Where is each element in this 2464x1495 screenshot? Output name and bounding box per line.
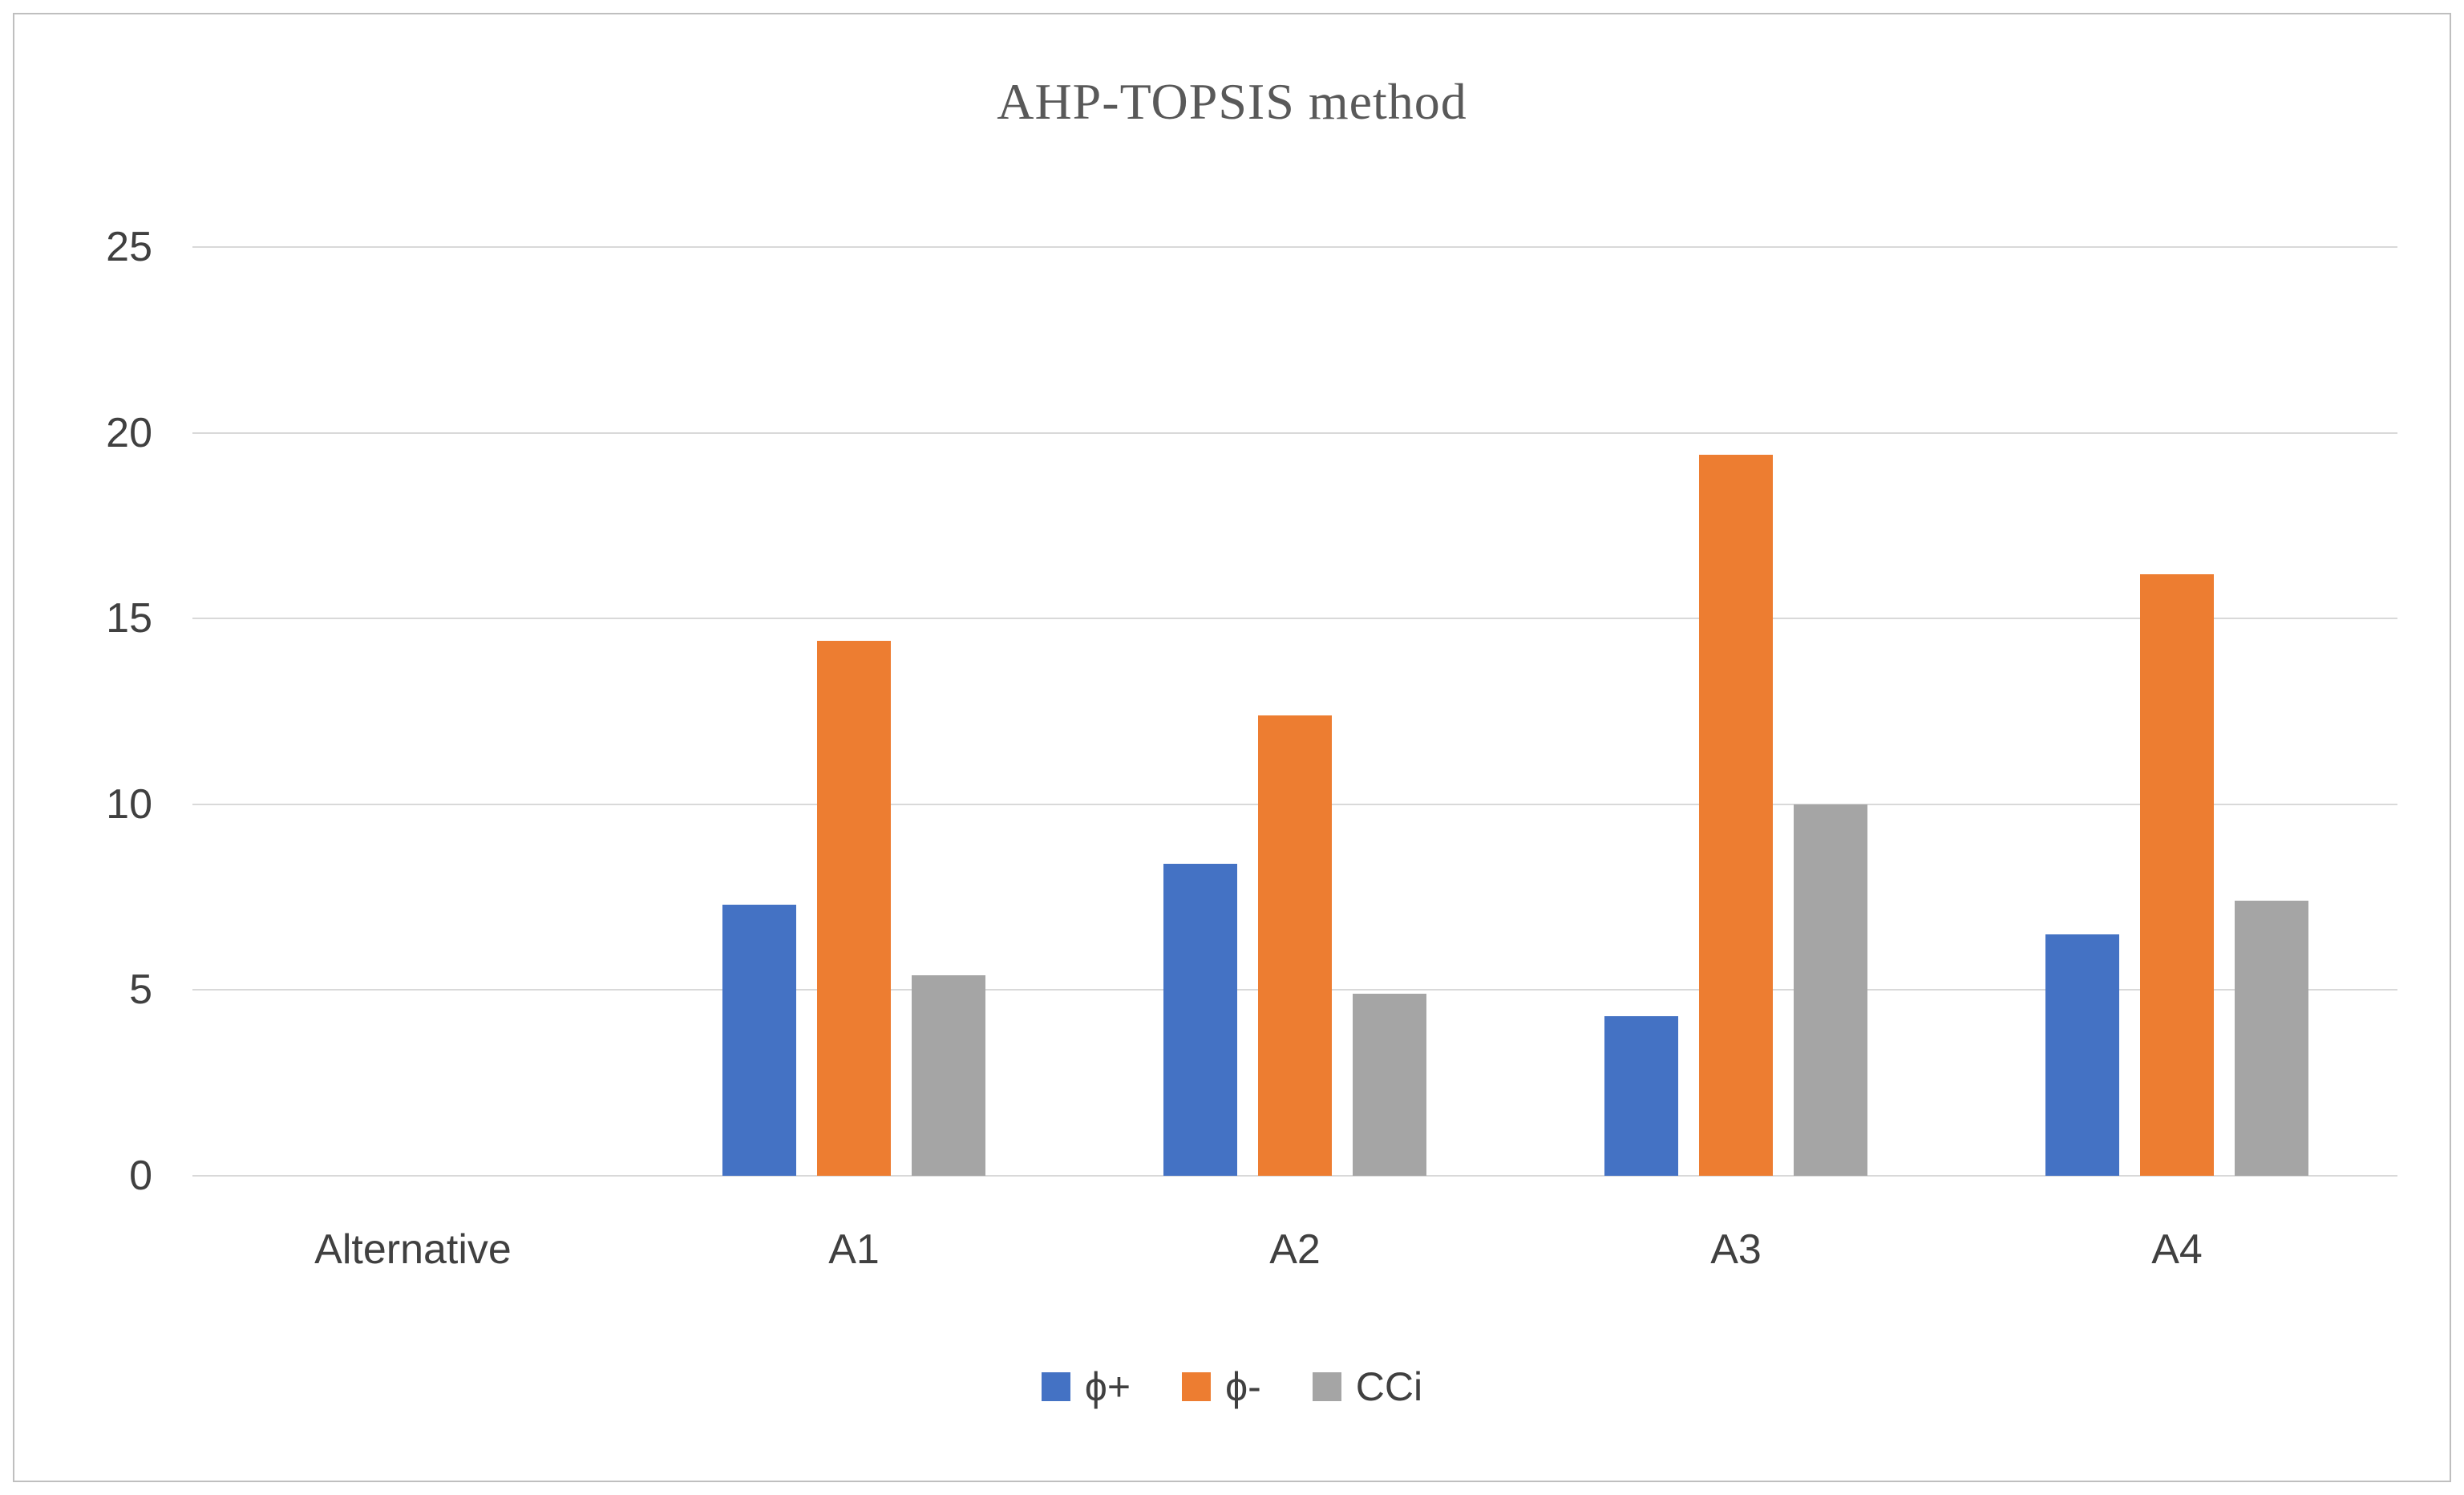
bar-groups xyxy=(192,247,2397,1176)
x-axis: Alternative A1 A2 A3 A4 xyxy=(192,1226,2397,1274)
bar-group-A1 xyxy=(633,247,1074,1176)
legend-label: CCi xyxy=(1355,1364,1423,1409)
legend-swatch-icon xyxy=(1182,1372,1212,1401)
y-axis-tick-label: 20 xyxy=(106,409,152,456)
x-axis-category-label-Alternative: Alternative xyxy=(314,1226,512,1273)
bar-ϕ+-A2 xyxy=(1163,863,1237,1176)
legend-item-ϕ+: ϕ+ xyxy=(1041,1363,1131,1410)
plot-area xyxy=(192,246,2397,1177)
x-axis-category-label-A3: A3 xyxy=(1710,1226,1762,1273)
legend-swatch-icon xyxy=(1041,1372,1070,1401)
legend-swatch-icon xyxy=(1312,1372,1341,1401)
bar-ϕ--A3 xyxy=(1699,455,1773,1176)
legend-label: ϕ+ xyxy=(1084,1364,1131,1409)
legend-label: ϕ- xyxy=(1225,1364,1261,1409)
bar-ϕ+-A3 xyxy=(1604,1015,1678,1176)
bar-CCi-A3 xyxy=(1794,804,1867,1176)
gridline-0 xyxy=(192,1175,2397,1177)
bar-group-A2 xyxy=(1074,247,1515,1176)
bar-group-Alternative xyxy=(192,247,633,1176)
y-axis-tick-label: 5 xyxy=(129,966,152,1014)
bar-group-A3 xyxy=(1515,247,1956,1176)
x-axis-category-label-A4: A4 xyxy=(2151,1226,2203,1273)
y-axis-tick-label: 10 xyxy=(106,780,152,828)
legend-item-ϕ-: ϕ- xyxy=(1182,1363,1261,1410)
gridline-15 xyxy=(192,618,2397,620)
bar-CCi-A4 xyxy=(2235,901,2308,1176)
gridline-25 xyxy=(192,246,2397,248)
gridline-20 xyxy=(192,431,2397,434)
bar-ϕ--A4 xyxy=(2140,573,2214,1176)
bar-ϕ+-A4 xyxy=(2045,934,2119,1176)
y-axis: 0 5 10 15 20 25 xyxy=(32,226,152,1197)
x-axis-category-label-A2: A2 xyxy=(1269,1226,1321,1273)
bar-ϕ--A2 xyxy=(1258,715,1332,1176)
x-axis-category-label-A1: A1 xyxy=(828,1226,880,1273)
bar-CCi-A2 xyxy=(1353,994,1426,1176)
chart-title: AHP-TOPSIS method xyxy=(997,73,1467,130)
legend-item-CCi: CCi xyxy=(1312,1363,1423,1410)
bar-CCi-A1 xyxy=(912,974,985,1176)
y-axis-tick-label: 15 xyxy=(106,595,152,642)
bar-group-A4 xyxy=(1956,247,2397,1176)
bar-ϕ+-A1 xyxy=(722,904,796,1176)
bar-ϕ--A1 xyxy=(817,641,891,1176)
legend: ϕ+ ϕ- CCi xyxy=(0,1363,2464,1410)
y-axis-tick-label: 25 xyxy=(106,224,152,270)
y-axis-tick-label: 0 xyxy=(129,1153,152,1199)
